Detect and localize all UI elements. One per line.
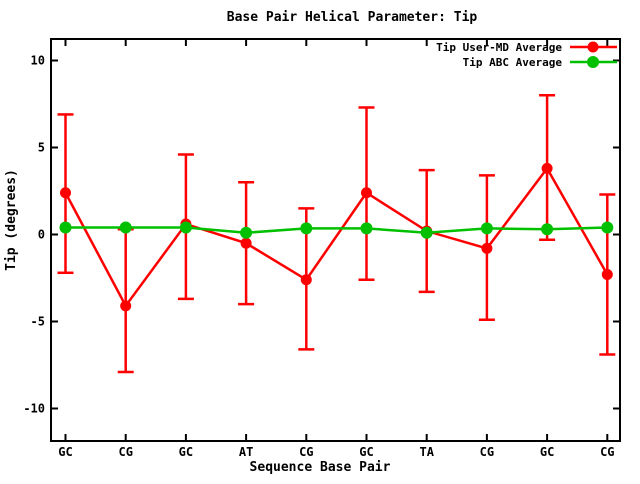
data-point-abc <box>59 221 72 234</box>
series-line-user-md <box>64 166 609 309</box>
data-point-user-md <box>601 269 613 281</box>
legend-label-abc: Tip ABC Average <box>463 56 563 69</box>
data-point-abc <box>360 222 373 235</box>
y-tick-label: 5 <box>38 141 45 155</box>
x-tick-label: CG <box>600 445 614 459</box>
chart-title: Base Pair Helical Parameter: Tip <box>227 10 478 25</box>
y-tick-label: 0 <box>38 228 45 242</box>
x-tick-label: GC <box>58 445 72 459</box>
x-tick-label: CG <box>299 445 313 459</box>
data-point-user-md <box>361 187 372 199</box>
x-tick-label: AT <box>239 445 253 459</box>
data-point-abc <box>300 222 313 235</box>
x-tick-label: GC <box>179 445 193 459</box>
legend-label-user-md: Tip User-MD Average <box>436 41 562 54</box>
legend: Tip User-MD Average Tip ABC Average <box>436 41 617 69</box>
series-line-abc <box>65 226 608 235</box>
x-tick-label: TA <box>419 445 434 459</box>
x-tick-label: GC <box>540 445 554 459</box>
x-tick-label: GC <box>359 445 373 459</box>
legend-marker-abc <box>587 56 599 68</box>
data-point-user-md <box>60 187 71 199</box>
data-point-abc <box>119 221 132 234</box>
plot-border <box>50 38 621 442</box>
plot-content: 10 5 0 -5 -10 GC CG GC AT CG GC TA CG GC CG <box>23 39 620 459</box>
x-tick-label: CG <box>480 445 494 459</box>
data-point-user-md <box>300 274 312 286</box>
data-point-abc <box>179 221 192 234</box>
data-point-abc <box>420 226 433 239</box>
x-tick-label: CG <box>118 445 132 459</box>
y-tick-label: 10 <box>31 54 45 68</box>
data-point-abc <box>601 221 614 234</box>
y-tick-label: -5 <box>31 315 45 329</box>
data-point-abc <box>480 222 493 235</box>
legend-marker-user-md <box>587 41 599 53</box>
data-point-abc <box>541 223 554 236</box>
x-axis-label: Sequence Base Pair <box>250 460 391 475</box>
data-point-user-md <box>120 300 132 312</box>
data-point-user-md <box>481 242 493 254</box>
data-point-user-md <box>240 237 252 249</box>
data-point-user-md <box>541 162 553 174</box>
y-tick-label: -10 <box>23 402 45 416</box>
data-point-abc <box>240 226 253 239</box>
y-axis-label: Tip (degrees) <box>4 169 19 271</box>
